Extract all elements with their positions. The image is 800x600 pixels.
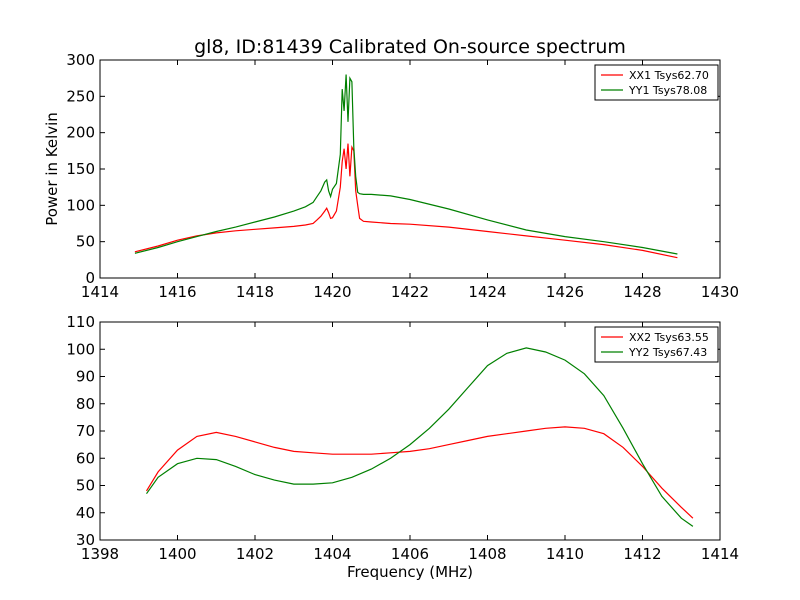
legend-label: YY2 Tsys67.43 xyxy=(628,346,707,359)
x-tick-label: 1418 xyxy=(236,283,274,301)
y-tick-label: 150 xyxy=(66,160,95,178)
series-line-1 xyxy=(145,426,694,519)
x-tick-label: 1400 xyxy=(158,545,196,563)
y-tick-label: 30 xyxy=(76,531,95,549)
y-tick-label: 50 xyxy=(76,477,95,495)
legend-box xyxy=(594,326,719,363)
x-tick-label: 1406 xyxy=(391,545,429,563)
x-tick-label: 1410 xyxy=(546,545,584,563)
series-line-2 xyxy=(146,347,694,527)
x-tick-label: 1424 xyxy=(468,283,506,301)
x-tick-label: 1412 xyxy=(623,545,661,563)
x-tick-label: 1408 xyxy=(468,545,506,563)
y-tick-label: 300 xyxy=(66,51,95,69)
series-line-2 xyxy=(134,74,678,255)
legend: XX1 Tsys62.70 YY1 Tsys78.08 xyxy=(594,64,719,101)
y-tick-label: 40 xyxy=(76,504,95,522)
y-tick-label: 70 xyxy=(76,422,95,440)
x-tick-label: 1420 xyxy=(313,283,351,301)
legend-label: YY1 Tsys78.08 xyxy=(628,84,707,97)
x-tick-label: 1404 xyxy=(313,545,351,563)
x-tick-label: 1430 xyxy=(701,283,739,301)
x-tick-label: 1416 xyxy=(158,283,196,301)
y-tick-label: 250 xyxy=(66,87,95,105)
x-tick-label: 1426 xyxy=(546,283,584,301)
x-tick-label: 1398 xyxy=(81,545,119,563)
y-tick-label: 100 xyxy=(66,340,95,358)
y-tick-label: 90 xyxy=(76,368,95,386)
y-tick-label: 50 xyxy=(76,233,95,251)
bottom-spectrum-panel: 1398 1400 1402 1404 1406 1408 1410 1412 1414 30 40… xyxy=(66,313,739,563)
x-tick-label: 1428 xyxy=(623,283,661,301)
y-tick-label: 110 xyxy=(66,313,95,331)
figure-title: gl8, ID:81439 Calibrated On-source spect… xyxy=(194,36,626,58)
x-tick-label: 1414 xyxy=(81,283,119,301)
legend-label: XX1 Tsys62.70 xyxy=(629,69,709,82)
y-tick-label: 0 xyxy=(85,269,95,287)
x-tick-label: 1422 xyxy=(391,283,429,301)
top-spectrum-panel: 1414 1416 1418 1420 1422 1424 1426 1428 1430 0 50 1… xyxy=(66,51,739,301)
series-line-1 xyxy=(134,143,678,259)
x-axis-label: Frequency (MHz) xyxy=(347,563,473,581)
y-tick-label: 80 xyxy=(76,395,95,413)
x-tick-label: 1414 xyxy=(701,545,739,563)
x-tick-label: 1402 xyxy=(236,545,274,563)
y-tick-label: 100 xyxy=(66,196,95,214)
y-tick-label: 200 xyxy=(66,124,95,142)
y-tick-label: 60 xyxy=(76,449,95,467)
legend-label: XX2 Tsys63.55 xyxy=(629,331,709,344)
legend-box xyxy=(594,64,719,101)
legend: XX2 Tsys63.55 YY2 Tsys67.43 xyxy=(594,326,719,363)
y-axis-label: Power in Kelvin xyxy=(43,112,61,226)
